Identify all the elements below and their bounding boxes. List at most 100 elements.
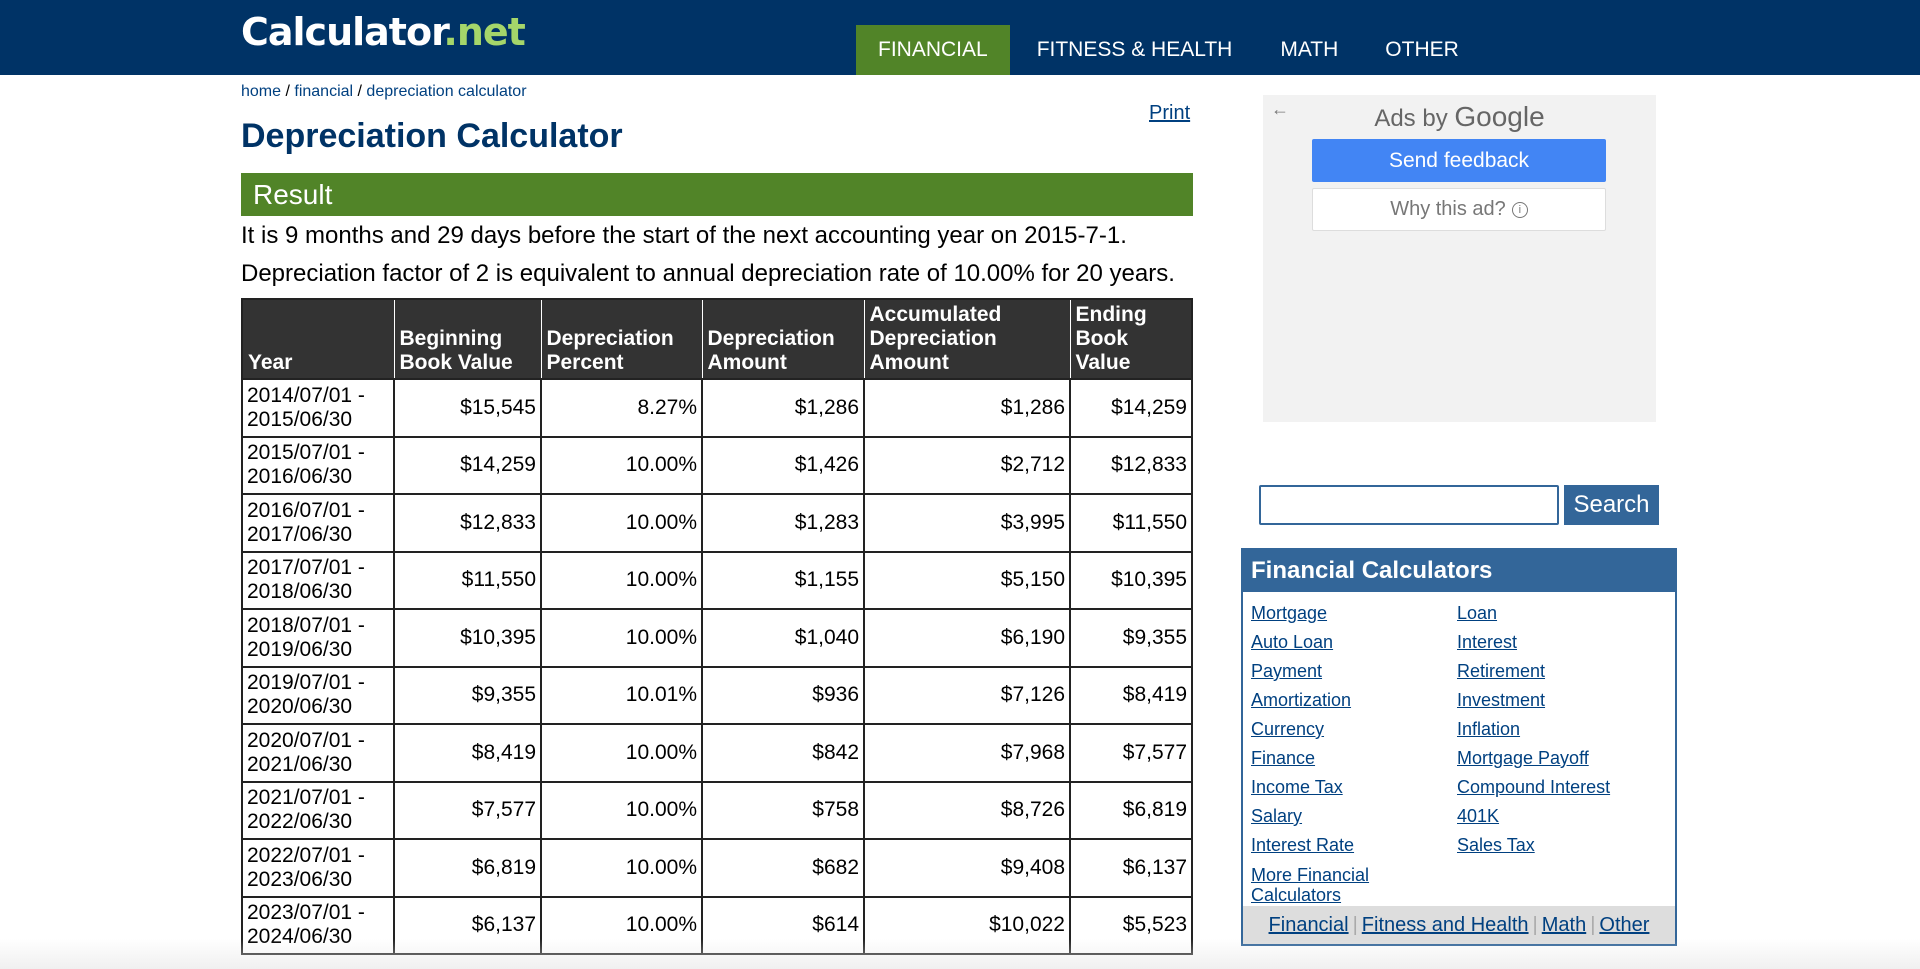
link-retirement[interactable]: Retirement: [1457, 661, 1546, 681]
cell-year: 2015/07/01 -2016/06/30: [241, 435, 395, 495]
cell-depreciation-percent: 10.00%: [540, 435, 703, 495]
send-feedback-button[interactable]: Send feedback: [1312, 139, 1606, 182]
breadcrumb: home / financial / depreciation calculat…: [241, 83, 527, 101]
cell-ending-book-value: $14,259: [1069, 378, 1193, 438]
footer-link-math[interactable]: Math: [1541, 914, 1587, 936]
cell-depreciation-percent: 8.27%: [540, 378, 703, 438]
breadcrumb-home[interactable]: home: [241, 83, 282, 100]
link-mortgage[interactable]: Mortgage: [1251, 603, 1328, 623]
cell-ending-book-value: $11,550: [1069, 493, 1193, 553]
footer-link-other[interactable]: Other: [1599, 914, 1650, 936]
info-icon: i: [1511, 201, 1528, 218]
link-loan[interactable]: Loan: [1457, 603, 1498, 623]
why-this-ad-button[interactable]: Why this ad? i: [1312, 188, 1606, 231]
cell-ending-book-value: $6,819: [1069, 780, 1193, 840]
financial-calculators-title: Financial Calculators: [1243, 550, 1675, 592]
link-finance[interactable]: Finance: [1251, 748, 1316, 768]
link-mortgage-payoff[interactable]: Mortgage Payoff: [1457, 748, 1589, 768]
financial-calculators-panel: Financial Calculators Mortgage Auto Loan…: [1241, 548, 1677, 946]
header-depreciation-amount: Depreciation Amount: [701, 299, 864, 379]
table-row: 2021/07/01 -2022/06/30 $7,577 10.00% $758 $8…: [241, 780, 1193, 840]
site-logo[interactable]: Calculator.net: [241, 10, 526, 54]
footer-link-fitness-health[interactable]: Fitness and Health: [1361, 914, 1529, 936]
logo-main: Calculator: [241, 10, 444, 54]
footer-link-financial[interactable]: Financial: [1268, 914, 1349, 936]
top-bar: Calculator.net FINANCIAL FITNESS & HEALT…: [0, 0, 1920, 75]
link-currency[interactable]: Currency: [1251, 719, 1325, 739]
cell-beginning-book-value: $7,577: [393, 780, 542, 840]
link-investment[interactable]: Investment: [1457, 690, 1546, 710]
cell-beginning-book-value: $15,545: [393, 378, 542, 438]
link-interest[interactable]: Interest: [1457, 632, 1518, 652]
cell-year: 2022/07/01 -2023/06/30: [241, 838, 395, 898]
table-row: 2018/07/01 -2019/06/30 $10,395 10.00% $1,04…: [241, 608, 1193, 668]
page-title: Depreciation Calculator: [241, 117, 623, 155]
cell-depreciation-percent: 10.00%: [540, 550, 703, 610]
cell-beginning-book-value: $8,419: [393, 723, 542, 783]
cell-year: 2018/07/01 -2019/06/30: [241, 608, 395, 668]
result-text-accounting-year: It is 9 months and 29 days before the st…: [241, 222, 1127, 249]
footer-separator: |: [1532, 914, 1538, 936]
result-heading: Result: [241, 173, 1193, 216]
nav-other[interactable]: OTHER: [1385, 38, 1459, 61]
search-button[interactable]: Search: [1564, 485, 1659, 525]
cell-ending-book-value: $9,355: [1069, 608, 1193, 668]
google-wordmark: Google: [1454, 101, 1545, 132]
cell-ending-book-value: $12,833: [1069, 435, 1193, 495]
cell-depreciation-amount: $842: [701, 723, 865, 783]
table-body: 2014/07/01 -2015/06/30 $15,545 8.27% $1,286…: [241, 378, 1193, 955]
cell-depreciation-percent: 10.01%: [540, 665, 703, 725]
cell-depreciation-amount: $758: [701, 780, 865, 840]
link-401k[interactable]: 401K: [1457, 806, 1500, 826]
link-interest-rate[interactable]: Interest Rate: [1251, 835, 1355, 855]
depreciation-schedule-table: Year Beginning Book Value Depreciation Per…: [241, 298, 1193, 955]
cell-year: 2020/07/01 -2021/06/30: [241, 723, 395, 783]
cell-beginning-book-value: $10,395: [393, 608, 542, 668]
link-inflation[interactable]: Inflation: [1457, 719, 1521, 739]
cell-year: 2021/07/01 -2022/06/30: [241, 780, 395, 840]
cell-accumulated-depreciation: $7,968: [863, 723, 1071, 783]
link-amortization[interactable]: Amortization: [1251, 690, 1352, 710]
cell-depreciation-amount: $1,286: [701, 378, 865, 438]
link-compound-interest[interactable]: Compound Interest: [1457, 777, 1611, 797]
breadcrumb-financial[interactable]: financial: [294, 83, 354, 100]
cell-depreciation-amount: $1,283: [701, 493, 865, 553]
logo-tld: .net: [443, 10, 525, 54]
search-input[interactable]: [1259, 485, 1559, 525]
cell-beginning-book-value: $14,259: [393, 435, 542, 495]
cell-accumulated-depreciation: $3,995: [863, 493, 1071, 553]
cell-beginning-book-value: $11,550: [393, 550, 542, 610]
print-link[interactable]: Print: [1149, 102, 1191, 124]
cell-depreciation-percent: 10.00%: [540, 838, 703, 898]
table-row: 2014/07/01 -2015/06/30 $15,545 8.27% $1,286…: [241, 378, 1193, 438]
header-depreciation-percent: Depreciation Percent: [540, 299, 702, 379]
cell-beginning-book-value: $6,819: [393, 838, 542, 898]
breadcrumb-current[interactable]: depreciation calculator: [366, 83, 527, 100]
cell-accumulated-depreciation: $8,726: [863, 780, 1071, 840]
cell-depreciation-percent: 10.00%: [540, 608, 703, 668]
nav-financial[interactable]: FINANCIAL: [856, 25, 1010, 75]
top-nav: FINANCIAL FITNESS & HEALTH MATH OTHER: [856, 25, 1481, 75]
nav-fitness-health[interactable]: FITNESS & HEALTH: [1036, 38, 1233, 61]
link-payment[interactable]: Payment: [1251, 661, 1323, 681]
cell-depreciation-amount: $936: [701, 665, 865, 725]
link-sales-tax[interactable]: Sales Tax: [1457, 835, 1535, 855]
cell-depreciation-percent: 10.00%: [540, 895, 703, 955]
nav-math[interactable]: MATH: [1280, 38, 1339, 61]
link-auto-loan[interactable]: Auto Loan: [1251, 632, 1334, 652]
cell-year: 2014/07/01 -2015/06/30: [241, 378, 395, 438]
cell-accumulated-depreciation: $10,022: [863, 895, 1071, 955]
cell-depreciation-amount: $1,040: [701, 608, 865, 668]
result-text-depreciation-rate: Depreciation factor of 2 is equivalent t…: [241, 260, 1175, 287]
cell-depreciation-percent: 10.00%: [540, 780, 703, 840]
link-more-financial-calculators[interactable]: More Financial Calculators: [1251, 865, 1370, 905]
link-income-tax[interactable]: Income Tax: [1251, 777, 1343, 797]
cell-accumulated-depreciation: $5,150: [863, 550, 1071, 610]
back-arrow-icon[interactable]: ←: [1271, 99, 1289, 119]
cell-year: 2016/07/01 -2017/06/30: [241, 493, 395, 553]
table-row: 2023/07/01 -2024/06/30 $6,137 10.00% $614 $1…: [241, 895, 1193, 955]
cell-depreciation-amount: $614: [701, 895, 865, 955]
link-salary[interactable]: Salary: [1251, 806, 1303, 826]
cell-year: 2017/07/01 -2018/06/30: [241, 550, 395, 610]
cell-beginning-book-value: $6,137: [393, 895, 542, 955]
